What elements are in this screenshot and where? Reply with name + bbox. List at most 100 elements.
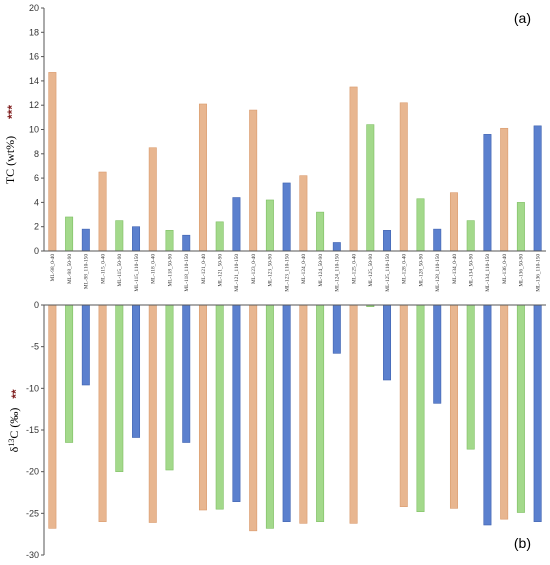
panel-b-bar-ML-134_50-90 <box>466 304 475 450</box>
panel-a-category-label: ML-128_110-150 <box>435 254 441 292</box>
panel-a-category-label: ML-118_0-40 <box>151 254 157 284</box>
panel-b-y-tick-label: -5 <box>31 342 39 352</box>
panel-a-bar-ML-134_50-90 <box>466 220 475 252</box>
panel-a-bar-ML-136_0-40 <box>500 127 509 252</box>
panel-a-category-label: ML-125_0-40 <box>351 254 357 284</box>
panel-b-bar-ML-124_50-90 <box>316 304 325 522</box>
panel-b-ylabel: δ13C (‰) <box>7 408 22 453</box>
panel-a-bar-ML-124_110-150 <box>332 242 341 252</box>
panel-a-bar-ML-98_110-150 <box>81 228 90 252</box>
panel-a-category-label: ML-124_0-40 <box>301 254 307 284</box>
panel-b-y-tick-label: -25 <box>26 508 39 518</box>
panel-a-bar-ML-118_0-40 <box>148 147 157 252</box>
panel-b-ylabel-group: δ13C (‰) ** <box>7 389 24 452</box>
panel-a-y-tick-label: 8 <box>34 149 39 159</box>
panel-a-bar-ML-124_50-90 <box>316 211 325 252</box>
panel-b-bar-ML-134_110-150 <box>483 304 492 526</box>
panel-a-bar-ML-121_50-90 <box>215 221 224 252</box>
panel-a-bar-ML-125_110-150 <box>383 230 392 252</box>
panel-a-category-label: ML-118_110-150 <box>184 254 190 292</box>
panel-a-bar-ML-128_50-90 <box>416 198 425 252</box>
panel-a-bar-ML-98_50-90 <box>65 216 74 252</box>
panel-a-category-label: ML-123_50-90 <box>268 254 274 287</box>
panel-a-bar-ML-115_110-150 <box>132 226 141 252</box>
panel-b-y-tick-label: -20 <box>26 467 39 477</box>
panel-b-bar-ML-136_110-150 <box>533 304 542 522</box>
panel-a-y-tick-label: 12 <box>29 100 39 110</box>
panel-a-bar-ML-125_50-90 <box>366 124 375 252</box>
panel-a-bar-ML-115_50-90 <box>115 220 124 252</box>
panel-b-y-tick-label: -15 <box>26 425 39 435</box>
panel-a-category-label: ML-121_0-40 <box>201 254 207 284</box>
panel-a-category-label: ML-98_50-90 <box>67 254 73 284</box>
panel-a-category-label: ML-136_0-40 <box>502 254 508 284</box>
panel-a-category-label: ML-115_110-150 <box>134 254 140 292</box>
panel-b-bar-ML-121_0-40 <box>198 304 207 511</box>
panel-a-bar-ML-121_0-40 <box>198 103 207 252</box>
panel-a-category-label: ML-134_110-150 <box>485 254 491 292</box>
panel-b-bar-ML-118_50-90 <box>165 304 174 471</box>
panel-b-bar-ML-125_0-40 <box>349 304 358 524</box>
panel-a-category-label: ML-124_110-150 <box>335 254 341 292</box>
panel-a-bar-ML-136_50-90 <box>516 202 525 252</box>
panel-b-bar-ML-123_110-150 <box>282 304 291 522</box>
panel-b-significance-stars: ** <box>9 389 23 399</box>
panel-b-bar-ML-98_50-90 <box>65 304 74 443</box>
panel-a-bar-ML-118_50-90 <box>165 230 174 252</box>
panel-a-category-label: ML-124_50-90 <box>318 254 324 287</box>
panel-a-ylabel: TC (wt%) <box>3 136 17 184</box>
panel-a-bar-ML-123_0-40 <box>249 109 258 252</box>
panel-b-bar-ML-125_110-150 <box>383 304 392 381</box>
panel-b-bar-ML-124_0-40 <box>299 304 308 524</box>
panel-a-bar-ML-123_110-150 <box>282 182 291 252</box>
panel-a-category-label: ML-128_0-40 <box>402 254 408 284</box>
panel-b-bar-ML-118_110-150 <box>182 304 191 443</box>
panel-b-bar-ML-121_110-150 <box>232 304 241 502</box>
panel-a-bars <box>48 72 542 252</box>
panel-a-y-tick-label: 18 <box>29 27 39 37</box>
panel-b-y-tick-label: -30 <box>26 550 39 560</box>
panel-a-y-tick-label: 20 <box>29 3 39 13</box>
panel-a-y-tick-label: 6 <box>34 173 39 183</box>
panel-b-bar-ML-128_110-150 <box>433 304 442 404</box>
panel-b-bars <box>48 304 542 532</box>
panel-a-y-tick-label: 2 <box>34 222 39 232</box>
panel-a-category-label: ML-134_50-90 <box>469 254 475 287</box>
panel-a-y-tick-label: 14 <box>29 76 39 86</box>
panel-b-bar-ML-98_110-150 <box>81 304 90 386</box>
panel-a-y-tick-label: 0 <box>34 246 39 256</box>
panel-a-bar-ML-121_110-150 <box>232 197 241 252</box>
panel-a-category-label: ML-125_50-90 <box>368 254 374 287</box>
panel-b-bar-ML-98_0-40 <box>48 304 57 529</box>
panel-b-bar-ML-136_50-90 <box>516 304 525 513</box>
panel-a-category-label: ML-115_50-90 <box>117 254 123 287</box>
panel-a-category-labels: ML-98_0-40 ML-98_50-90 ML-98_110-150 ML-115… <box>50 254 541 292</box>
panel-a-bar-ML-124_0-40 <box>299 175 308 252</box>
panel-a-category-label: ML-121_110-150 <box>234 254 240 292</box>
panel-a-category-label: ML-118_50-90 <box>167 254 173 287</box>
panel-a-bar-ML-125_0-40 <box>349 86 358 252</box>
panel-b-bar-ML-123_0-40 <box>249 304 258 532</box>
panel-a-label: (a) <box>514 10 531 26</box>
panel-b-bar-ML-128_50-90 <box>416 304 425 512</box>
panel-b-bar-ML-115_50-90 <box>115 304 124 472</box>
panel-b-y-axis: 0 -5 -10 -15 -20 -25 -30 <box>26 300 546 560</box>
panel-a-bar-ML-136_110-150 <box>533 125 542 252</box>
panel-a-category-label: ML-98_0-40 <box>50 254 56 282</box>
panel-b-bar-ML-134_0-40 <box>449 304 458 509</box>
panel-a-y-tick-label: 4 <box>34 197 39 207</box>
panel-b-bar-ML-121_50-90 <box>215 304 224 510</box>
panel-a-category-label: ML-125_110-150 <box>385 254 391 292</box>
panel-a-category-label: ML-123_0-40 <box>251 254 257 284</box>
panel-a-category-label: ML-136_110-150 <box>535 254 541 292</box>
panel-a-bar-ML-98_0-40 <box>48 72 57 252</box>
panel-b-d13c-chart: 0 -5 -10 -15 -20 -25 -30 (b) δ13C (‰) ** <box>7 300 546 560</box>
panel-a-y-tick-label: 16 <box>29 52 39 62</box>
panel-a-bar-ML-128_0-40 <box>399 102 408 252</box>
panel-a-category-label: ML-128_50-90 <box>418 254 424 287</box>
panel-a-category-label: ML-136_50-90 <box>519 254 525 287</box>
panel-a-bar-ML-134_110-150 <box>483 134 492 252</box>
panel-b-label: (b) <box>514 535 531 551</box>
panel-a-bar-ML-128_110-150 <box>433 228 442 252</box>
